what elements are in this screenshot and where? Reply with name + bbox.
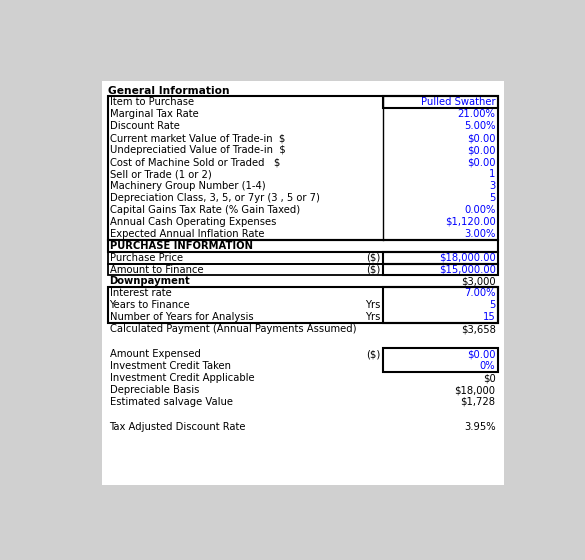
- Text: 5.00%: 5.00%: [464, 122, 495, 131]
- Text: General Information: General Information: [108, 86, 230, 96]
- Text: PURCHASE INFORMATION: PURCHASE INFORMATION: [109, 241, 253, 251]
- Text: Cost of Machine Sold or Traded   $: Cost of Machine Sold or Traded $: [109, 157, 280, 167]
- Text: $0: $0: [483, 373, 495, 383]
- Text: Depreciable Basis: Depreciable Basis: [109, 385, 199, 395]
- Bar: [383, 348, 498, 372]
- Text: ($): ($): [367, 253, 381, 263]
- Text: $0.00: $0.00: [467, 145, 495, 155]
- Bar: [102, 81, 504, 484]
- Text: 7.00%: 7.00%: [464, 288, 495, 298]
- Text: Machinery Group Number (1-4): Machinery Group Number (1-4): [109, 181, 265, 191]
- Text: Calculated Payment (Annual Payments Assumed): Calculated Payment (Annual Payments Assu…: [109, 324, 356, 334]
- Text: Purchase Price: Purchase Price: [109, 253, 183, 263]
- Text: 3.95%: 3.95%: [464, 422, 495, 432]
- Text: Expected Annual Inflation Rate: Expected Annual Inflation Rate: [109, 228, 264, 239]
- Text: $1,728: $1,728: [460, 397, 495, 407]
- Text: $0.00: $0.00: [467, 349, 495, 360]
- Bar: [383, 251, 498, 264]
- Text: Downpayment: Downpayment: [109, 277, 190, 287]
- Text: Marginal Tax Rate: Marginal Tax Rate: [109, 109, 198, 119]
- Text: $18,000.00: $18,000.00: [439, 253, 495, 263]
- Bar: [108, 251, 498, 264]
- Text: $15,000.00: $15,000.00: [439, 264, 495, 274]
- Text: 0%: 0%: [480, 361, 495, 371]
- Text: 5: 5: [489, 193, 495, 203]
- Text: 15: 15: [483, 312, 495, 322]
- Text: Estimated salvage Value: Estimated salvage Value: [109, 397, 233, 407]
- Text: $1,120.00: $1,120.00: [445, 217, 495, 227]
- Text: Sell or Trade (1 or 2): Sell or Trade (1 or 2): [109, 169, 211, 179]
- Text: Capital Gains Tax Rate (% Gain Taxed): Capital Gains Tax Rate (% Gain Taxed): [109, 205, 300, 215]
- Text: ($): ($): [367, 349, 381, 360]
- Text: 3: 3: [489, 181, 495, 191]
- Bar: [108, 96, 498, 240]
- Text: Number of Years for Analysis: Number of Years for Analysis: [109, 312, 253, 322]
- Text: $0.00: $0.00: [467, 157, 495, 167]
- Text: Amount to Finance: Amount to Finance: [109, 264, 203, 274]
- Text: $0.00: $0.00: [467, 133, 495, 143]
- Bar: [383, 96, 498, 109]
- Bar: [108, 240, 498, 251]
- Bar: [108, 287, 498, 323]
- Text: Amount Expensed: Amount Expensed: [109, 349, 201, 360]
- Text: $3,658: $3,658: [460, 324, 495, 334]
- Text: Investment Credit Applicable: Investment Credit Applicable: [109, 373, 254, 383]
- Text: 5: 5: [489, 300, 495, 310]
- Text: Pulled Swather: Pulled Swather: [421, 97, 495, 108]
- Text: Interest rate: Interest rate: [109, 288, 171, 298]
- Text: Investment Credit Taken: Investment Credit Taken: [109, 361, 230, 371]
- Text: ($): ($): [367, 264, 381, 274]
- Bar: [108, 240, 498, 251]
- Text: Current market Value of Trade-in  $: Current market Value of Trade-in $: [109, 133, 285, 143]
- Bar: [108, 264, 498, 276]
- Text: Depreciation Class, 3, 5, or 7yr (3 , 5 or 7): Depreciation Class, 3, 5, or 7yr (3 , 5 …: [109, 193, 319, 203]
- Text: Undepreciatied Value of Trade-in  $: Undepreciatied Value of Trade-in $: [109, 145, 285, 155]
- Text: Years to Finance: Years to Finance: [109, 300, 190, 310]
- Text: $3,000: $3,000: [461, 277, 495, 287]
- Text: Yrs: Yrs: [366, 312, 381, 322]
- Text: 21.00%: 21.00%: [457, 109, 495, 119]
- Bar: [383, 287, 498, 323]
- Bar: [383, 264, 498, 276]
- Text: Tax Adjusted Discount Rate: Tax Adjusted Discount Rate: [109, 422, 246, 432]
- Text: Item to Purchase: Item to Purchase: [109, 97, 194, 108]
- Text: 0.00%: 0.00%: [464, 205, 495, 215]
- Text: 1: 1: [489, 169, 495, 179]
- Text: $18,000: $18,000: [455, 385, 495, 395]
- Text: 3.00%: 3.00%: [464, 228, 495, 239]
- Text: Annual Cash Operating Expenses: Annual Cash Operating Expenses: [109, 217, 276, 227]
- Text: Yrs: Yrs: [366, 300, 381, 310]
- Text: Discount Rate: Discount Rate: [109, 122, 180, 131]
